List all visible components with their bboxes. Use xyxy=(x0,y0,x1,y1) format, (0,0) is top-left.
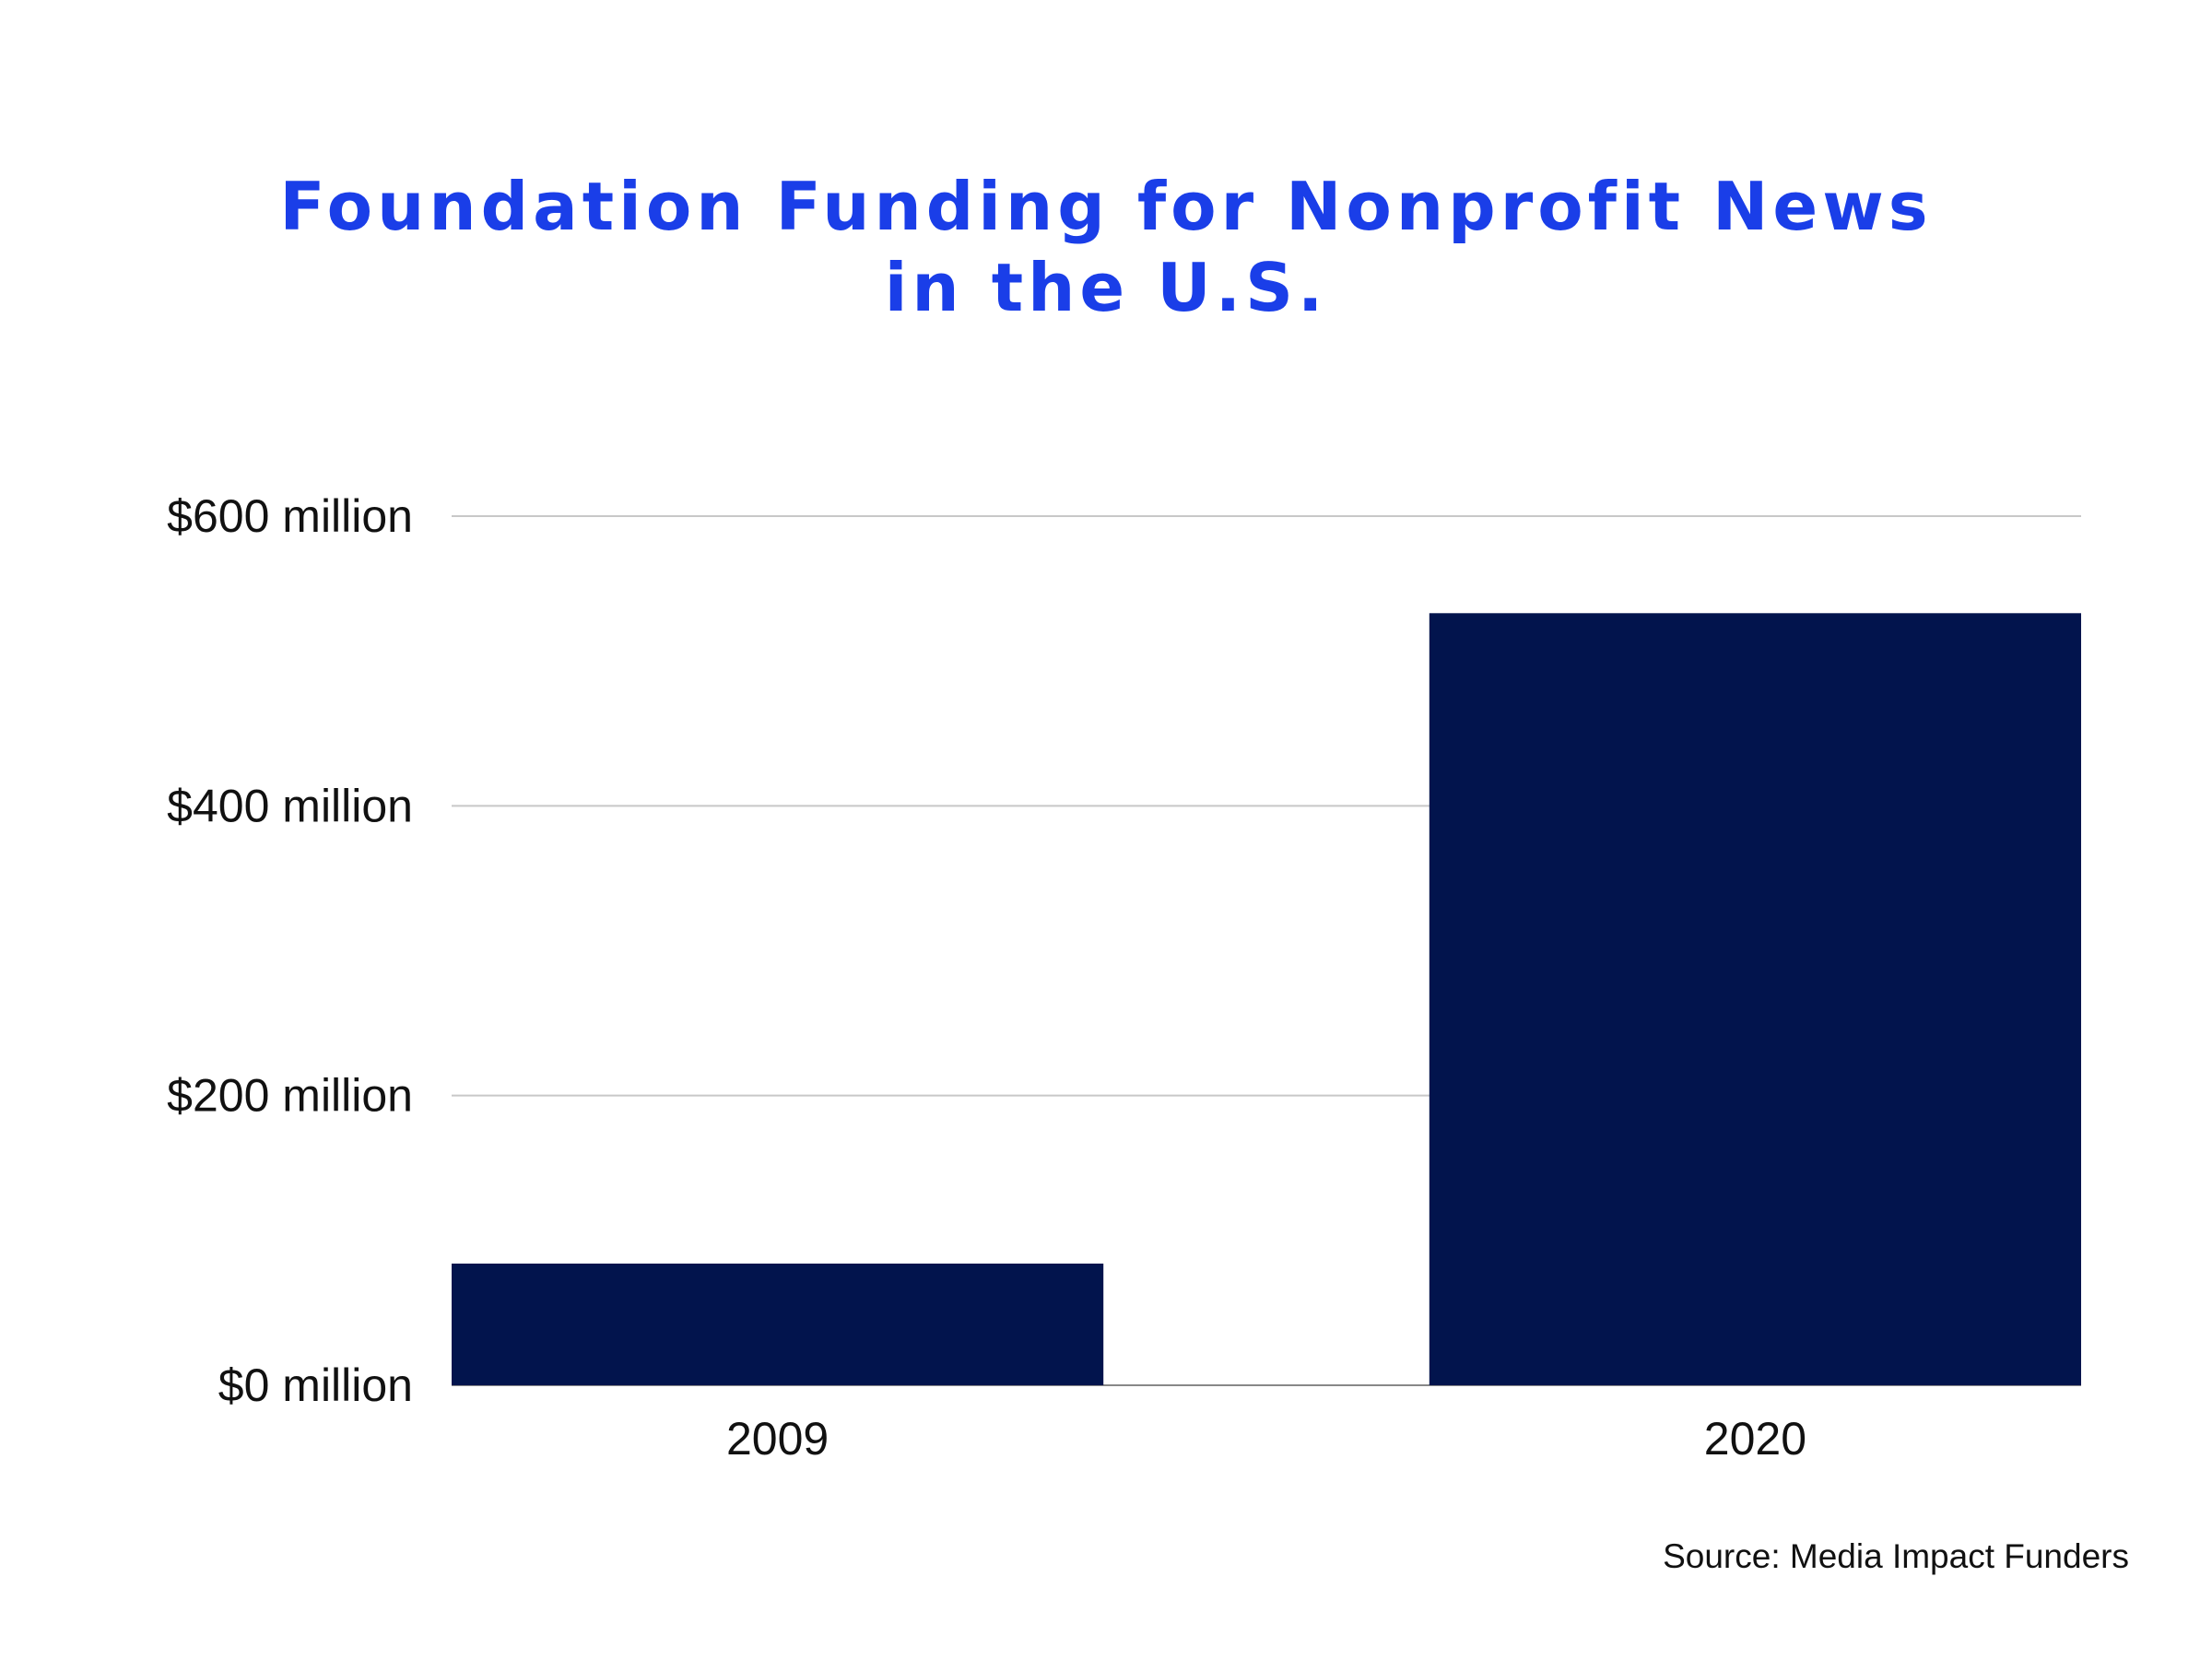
chart-title: Foundation Funding for Nonprofit News in… xyxy=(0,166,2212,328)
y-axis-tick-labels: $0 million $200 million $400 million $600 m… xyxy=(167,490,413,1411)
bar-2020 xyxy=(1429,613,2081,1385)
x-axis-tick-labels: 2009 2020 xyxy=(726,1413,1806,1465)
bar-2009 xyxy=(452,1263,1104,1385)
y-tick-label-400: $400 million xyxy=(167,780,413,831)
y-tick-label-600: $600 million xyxy=(167,490,413,542)
y-tick-label-0: $0 million xyxy=(218,1359,413,1411)
chart-title-line-2: in the U.S. xyxy=(884,249,1328,326)
chart-title-line-1: Foundation Funding for Nonprofit News xyxy=(279,168,1933,245)
y-tick-label-200: $200 million xyxy=(167,1070,413,1122)
bars xyxy=(452,613,2081,1385)
x-tick-label-2020: 2020 xyxy=(1704,1413,1806,1465)
x-tick-label-2009: 2009 xyxy=(726,1413,829,1465)
source-note: Source: Media Impact Funders xyxy=(1663,1537,2129,1575)
